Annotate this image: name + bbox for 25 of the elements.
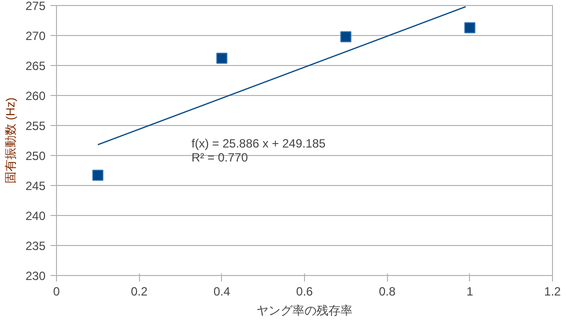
- y-tick-label: 245: [25, 179, 46, 193]
- x-tick-label: 1.2: [544, 284, 562, 298]
- point: [464, 22, 476, 34]
- point: [340, 31, 352, 42]
- x-tick-label: 0.4: [213, 284, 230, 298]
- point: [92, 170, 104, 181]
- point: [216, 52, 228, 64]
- annotation: f(x) = 25.886 x + 249.185: [192, 136, 326, 150]
- x-tick-label: 0.2: [130, 284, 148, 298]
- y-tick-label: 260: [25, 89, 46, 103]
- y-tick-label: 255: [25, 119, 46, 133]
- y-axis-title: 固有振動数 (Hz): [3, 97, 18, 184]
- y-tick-label: 270: [25, 29, 46, 43]
- y-tick-label: 250: [25, 149, 46, 163]
- x-tick-label: 0.8: [378, 284, 396, 298]
- y-tick-label: 240: [25, 209, 46, 223]
- x-tick-label: 1: [466, 284, 474, 298]
- y-tick-label: 235: [25, 239, 46, 253]
- x-tick-label: 0.6: [296, 284, 314, 298]
- annotation: R² = 0.770: [192, 150, 248, 164]
- y-tick-label: 230: [25, 269, 46, 283]
- y-tick-label: 265: [25, 59, 46, 73]
- x-axis-title: ヤング率の残存率: [256, 304, 352, 318]
- y-tick-label: 275: [25, 0, 46, 13]
- x-tick-label: 0: [53, 284, 60, 298]
